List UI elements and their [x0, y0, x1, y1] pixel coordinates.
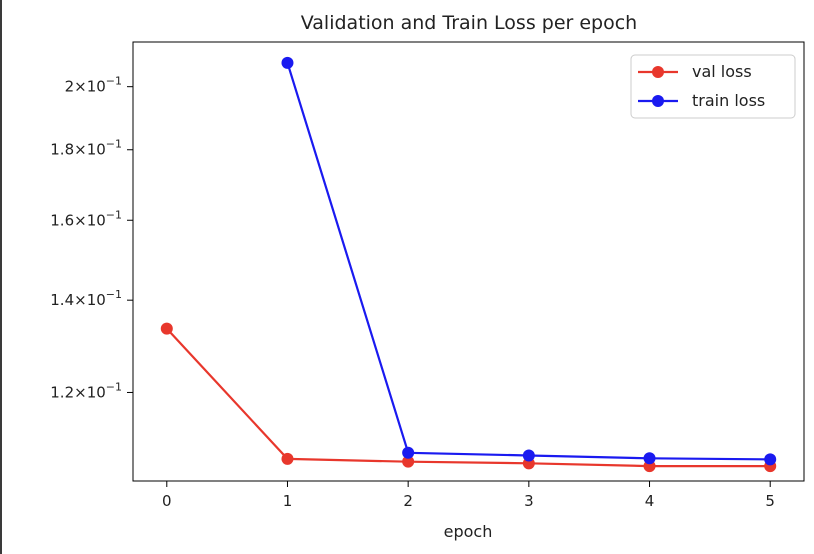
train-loss-point: [643, 452, 656, 465]
y-tick-label: 1.4×10−1: [50, 288, 122, 309]
x-tick-label: 3: [524, 492, 534, 510]
train-loss-point: [522, 449, 535, 462]
y-tick-label: 2×10−1: [65, 75, 122, 96]
val-loss-point: [402, 455, 415, 468]
y-tick-label: 1.6×10−1: [50, 208, 122, 229]
legend: val loss train loss: [630, 54, 796, 119]
legend-label: train loss: [692, 91, 765, 110]
val-loss-point: [160, 322, 173, 335]
val-loss-line: [165, 327, 771, 468]
x-tick-label: 5: [765, 492, 775, 510]
legend-swatch-marker: [652, 66, 664, 78]
y-axis: 1.2×10−1 1.4×10−1 1.6×10−1 1.8×10−1 2×10−1: [50, 75, 133, 401]
val-loss-point: [281, 452, 294, 465]
chart-title: Validation and Train Loss per epoch: [301, 12, 637, 34]
x-tick-label: 2: [403, 492, 413, 510]
x-tick-label: 4: [645, 492, 655, 510]
train-loss-point: [764, 453, 777, 466]
x-axis: 0 1 2 3 4 5: [162, 481, 775, 510]
legend-swatch-marker: [652, 95, 664, 107]
legend-label: val loss: [692, 62, 752, 81]
train-loss-point: [402, 446, 415, 459]
x-tick-label: 1: [283, 492, 293, 510]
y-tick-label: 1.8×10−1: [50, 138, 122, 159]
x-axis-label: epoch: [444, 522, 493, 541]
legend-box: [630, 54, 796, 119]
series-layer: [160, 56, 777, 473]
y-tick-label: 1.2×10−1: [50, 380, 122, 401]
x-tick-label: 0: [162, 492, 172, 510]
train-loss-point: [281, 56, 294, 69]
